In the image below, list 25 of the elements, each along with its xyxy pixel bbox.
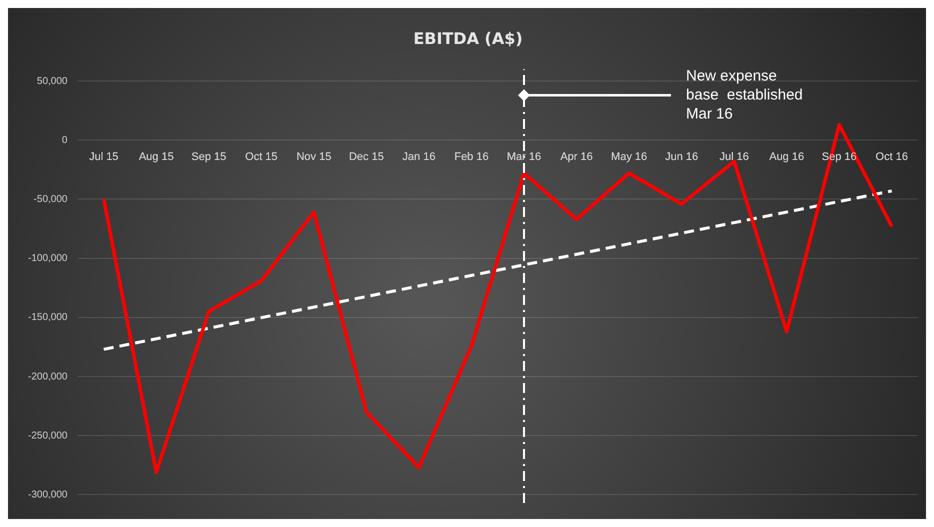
x-tick-label: Jun 16 bbox=[665, 150, 698, 163]
x-tick-label: Oct 16 bbox=[876, 150, 908, 163]
x-tick-label: Nov 15 bbox=[296, 150, 332, 163]
x-tick-label: Aug 16 bbox=[769, 150, 804, 163]
x-tick-label: Jul 15 bbox=[89, 150, 118, 163]
y-tick-label: -150,000 bbox=[28, 312, 68, 324]
y-tick-label: 0 bbox=[62, 134, 68, 146]
x-tick-label: Oct 15 bbox=[245, 150, 278, 163]
chart-title: EBITDA (A$) bbox=[413, 28, 523, 48]
x-tick-label: Jan 16 bbox=[402, 150, 436, 163]
x-tick-label: Apr 16 bbox=[560, 150, 593, 163]
x-tick-label: Feb 16 bbox=[454, 150, 489, 163]
x-tick-label: Dec 15 bbox=[348, 150, 384, 163]
x-tick-label: Aug 15 bbox=[138, 150, 174, 163]
annotation: New expense base established Mar 16 bbox=[686, 67, 803, 122]
y-tick-label: -100,000 bbox=[28, 253, 68, 264]
y-tick-label: 50,000 bbox=[36, 76, 68, 87]
x-tick-label: May 16 bbox=[611, 150, 648, 163]
y-tick-label: -250,000 bbox=[28, 430, 68, 442]
x-tick-label: Jul 16 bbox=[719, 150, 749, 163]
y-tick-label: -200,000 bbox=[28, 371, 68, 382]
x-tick-label: Sep 15 bbox=[191, 150, 226, 163]
y-tick-label: -300,000 bbox=[28, 489, 68, 500]
y-tick-label: -50,000 bbox=[34, 194, 68, 205]
x-tick-label: Mar 16 bbox=[506, 150, 542, 163]
